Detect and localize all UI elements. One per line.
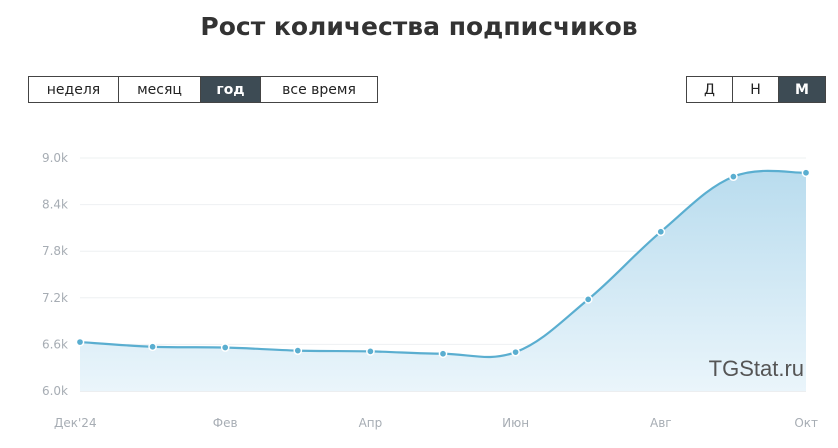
y-tick-label: 7.2k xyxy=(42,291,68,305)
range-all-time-button[interactable]: все время xyxy=(261,77,377,102)
y-tick-label: 6.6k xyxy=(42,337,68,351)
range-week-button[interactable]: неделя xyxy=(29,77,119,102)
page-title: Рост количества подписчиков xyxy=(200,12,638,41)
series-area xyxy=(80,170,806,391)
y-axis-labels: 6.0k 6.6k 7.2k 7.8k 8.4k 9.0k xyxy=(42,151,68,398)
data-point[interactable] xyxy=(220,343,230,352)
y-tick-label: 8.4k xyxy=(42,198,68,212)
data-point[interactable] xyxy=(75,337,85,347)
x-tick-label: Окт xyxy=(794,416,818,430)
x-tick-label: Июн xyxy=(502,416,529,430)
x-axis-labels: Дек'24 Фев Апр Июн Авг Окт xyxy=(54,416,818,430)
granularity-day-button[interactable]: Д xyxy=(687,77,733,102)
granularity-month-button[interactable]: М xyxy=(779,77,825,102)
x-tick-label: Дек'24 xyxy=(54,416,97,430)
data-point[interactable] xyxy=(583,295,593,304)
data-point[interactable] xyxy=(293,346,303,355)
range-selector: неделя месяц год все время xyxy=(28,76,378,103)
watermark: TGStat.ru xyxy=(708,356,804,381)
granularity-week-button[interactable]: Н xyxy=(733,77,779,102)
data-point[interactable] xyxy=(729,172,738,181)
x-tick-label: Фев xyxy=(213,416,238,430)
y-tick-label: 6.0k xyxy=(42,384,68,398)
granularity-selector: Д Н М xyxy=(686,76,826,103)
data-point[interactable] xyxy=(656,227,666,237)
data-point[interactable] xyxy=(148,342,157,352)
data-point[interactable] xyxy=(511,347,520,357)
data-points xyxy=(75,168,811,359)
range-month-button[interactable]: месяц xyxy=(119,77,201,102)
data-point[interactable] xyxy=(366,347,375,356)
y-tick-label: 9.0k xyxy=(42,151,68,165)
range-year-button[interactable]: год xyxy=(201,77,261,102)
y-tick-label: 7.8k xyxy=(42,244,68,258)
data-point[interactable] xyxy=(438,349,448,359)
x-tick-label: Апр xyxy=(359,416,383,430)
data-point[interactable] xyxy=(801,168,811,178)
x-tick-label: Авг xyxy=(650,416,672,430)
